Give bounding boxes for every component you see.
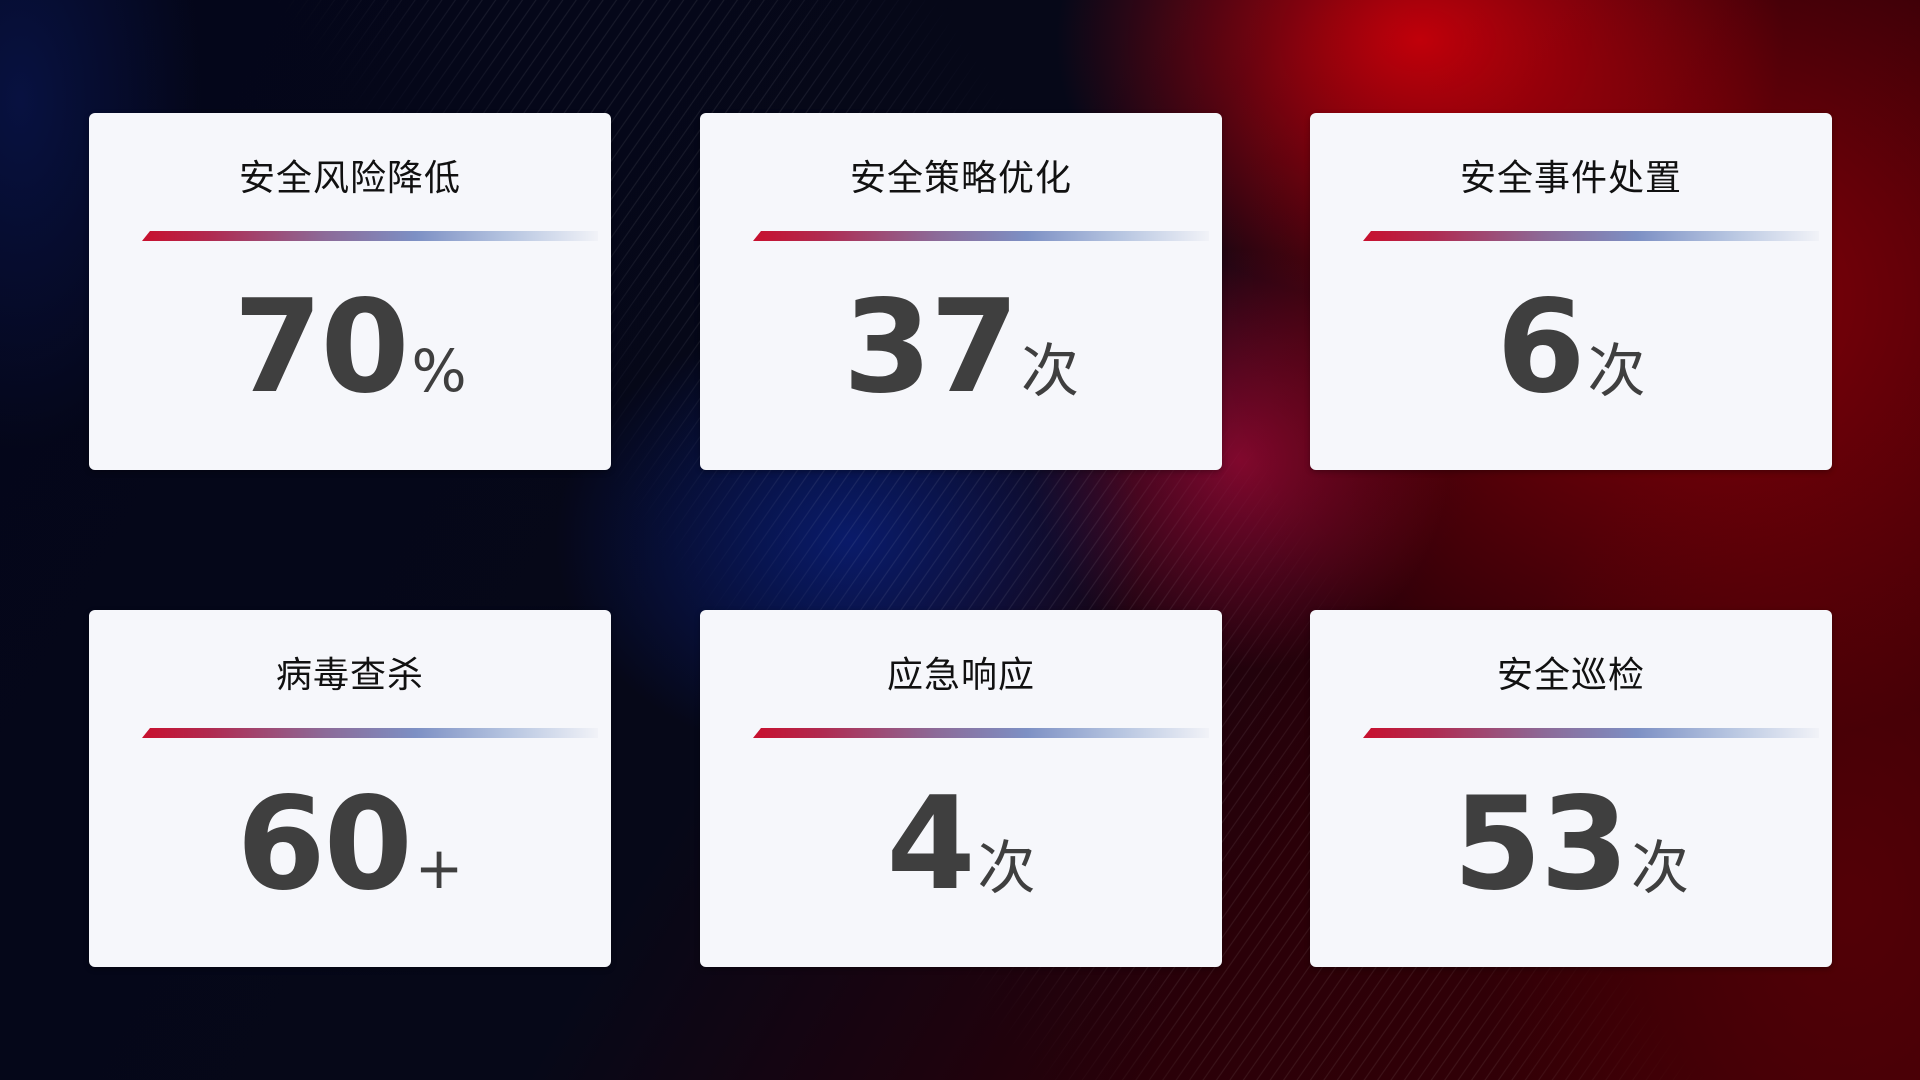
gradient-divider bbox=[753, 231, 1209, 241]
card-title: 安全风险降低 bbox=[238, 158, 461, 199]
value-number: 37 bbox=[842, 273, 1019, 422]
value-unit: 次 bbox=[977, 834, 1036, 902]
stat-card-incident-handling: 安全事件处置 6次 bbox=[1310, 113, 1832, 470]
card-value: 4次 bbox=[700, 770, 1222, 919]
value-number: 53 bbox=[1452, 770, 1629, 919]
card-title: 安全策略优化 bbox=[849, 158, 1072, 199]
value-number: 4 bbox=[886, 770, 975, 919]
card-value: 60+ bbox=[89, 770, 611, 919]
stat-card-security-inspection: 安全巡检 53次 bbox=[1310, 610, 1832, 967]
value-number: 60 bbox=[236, 770, 413, 919]
value-number: 6 bbox=[1496, 273, 1585, 422]
gradient-divider bbox=[142, 231, 598, 241]
stat-card-policy-optimization: 安全策略优化 37次 bbox=[700, 113, 1222, 470]
gradient-divider bbox=[753, 728, 1209, 738]
gradient-divider bbox=[142, 728, 598, 738]
stat-card-risk-reduction: 安全风险降低 70% bbox=[89, 113, 611, 470]
value-unit: 次 bbox=[1021, 337, 1080, 405]
value-number: 70 bbox=[233, 273, 409, 422]
gradient-divider bbox=[1363, 231, 1819, 241]
card-value: 70% bbox=[89, 273, 611, 422]
value-unit: + bbox=[414, 834, 464, 902]
value-unit: 次 bbox=[1587, 337, 1646, 405]
card-title: 安全巡检 bbox=[1496, 655, 1645, 696]
value-unit: % bbox=[411, 337, 467, 405]
card-value: 37次 bbox=[700, 273, 1222, 422]
card-title: 安全事件处置 bbox=[1459, 158, 1682, 199]
stat-card-emergency-response: 应急响应 4次 bbox=[700, 610, 1222, 967]
value-unit: 次 bbox=[1631, 834, 1690, 902]
stat-card-virus-removal: 病毒查杀 60+ bbox=[89, 610, 611, 967]
card-value: 53次 bbox=[1310, 770, 1832, 919]
gradient-divider bbox=[1363, 728, 1819, 738]
card-title: 应急响应 bbox=[886, 655, 1035, 696]
card-value: 6次 bbox=[1310, 273, 1832, 422]
card-title: 病毒查杀 bbox=[275, 655, 424, 696]
